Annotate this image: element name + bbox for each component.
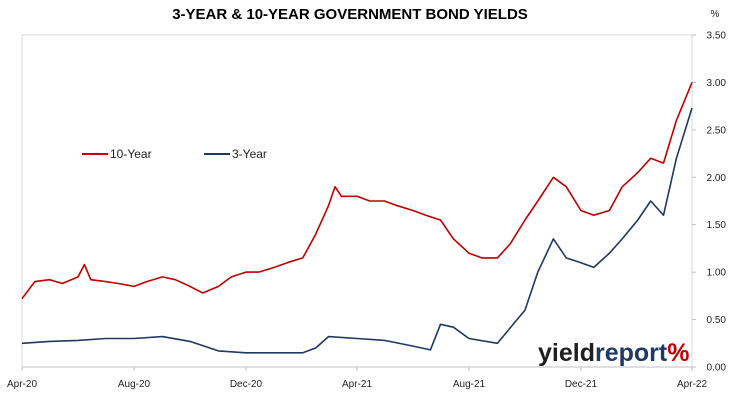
x-tick-label: Aug-21	[453, 379, 486, 390]
plot-area-border	[21, 34, 693, 368]
y-unit-label: %	[711, 9, 720, 20]
y-tick-label: 0.00	[707, 363, 727, 374]
y-tick-label: 2.50	[707, 125, 727, 136]
x-tick-label: Dec-21	[565, 379, 598, 390]
y-tick-label: 2.00	[707, 173, 727, 184]
legend-label: 10-Year	[110, 147, 152, 161]
yieldreport-logo: yieldreport%	[538, 339, 689, 367]
x-tick-label: Aug-20	[118, 379, 151, 390]
y-tick-label: 3.00	[707, 78, 727, 89]
y-tick-label: 0.50	[707, 315, 727, 326]
series-layer	[21, 82, 693, 354]
x-tick-label: Dec-20	[230, 379, 263, 390]
x-tick-label: Apr-22	[677, 379, 707, 390]
x-tick-label: Apr-20	[7, 379, 37, 390]
y-tick-label: 3.50	[707, 31, 727, 42]
x-tick-label: Apr-21	[342, 379, 372, 390]
logo-wordmark: yieldreport%	[538, 339, 689, 367]
legend-label: 3-Year	[232, 147, 267, 161]
chart-title: 3-YEAR & 10-YEAR GOVERNMENT BOND YIELDS	[172, 6, 528, 23]
legend: 10-Year 3-Year	[82, 147, 267, 161]
y-tick-label: 1.50	[707, 220, 727, 231]
chart-axes: 0.00 0.50 1.00 1.50 2.00 2.50 3.00 3.50% Apr-20 A…	[7, 9, 726, 390]
series-line-10-year	[21, 82, 693, 300]
y-tick-label: 1.00	[707, 268, 727, 279]
series-line-3-year	[21, 107, 693, 354]
